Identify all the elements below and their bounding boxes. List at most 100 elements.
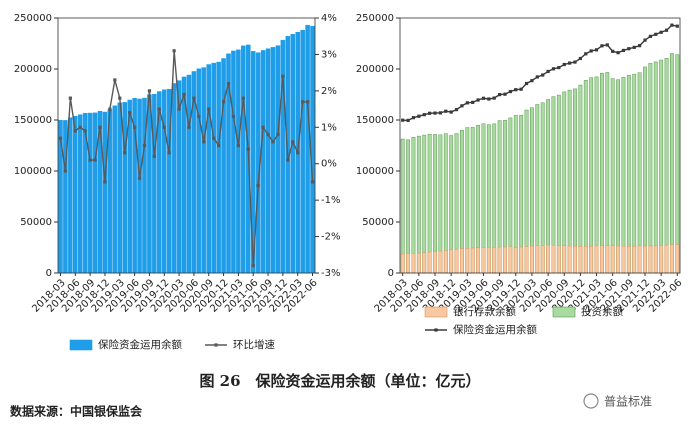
bar <box>530 245 534 274</box>
bar <box>643 245 647 274</box>
bar <box>546 244 550 274</box>
line-marker <box>600 44 604 48</box>
line-marker <box>197 114 201 118</box>
line-marker <box>562 62 566 67</box>
line-marker <box>113 78 117 82</box>
bar <box>653 61 658 274</box>
line-marker <box>231 114 236 118</box>
bar <box>567 89 572 274</box>
line-marker <box>217 143 221 148</box>
y2-tick-label: 0% <box>321 159 337 170</box>
y-tick-label: 0 <box>46 268 52 279</box>
y2-tick-label: 1% <box>321 122 337 133</box>
line-marker <box>664 28 669 32</box>
line-marker <box>187 125 191 129</box>
bar <box>438 250 443 274</box>
plot-frame <box>57 17 316 274</box>
bar <box>87 112 93 274</box>
legend-marker <box>434 328 438 332</box>
source: 数据来源：中国银保监会 <box>10 404 143 419</box>
bar <box>670 53 674 274</box>
line-marker <box>58 136 63 140</box>
bar <box>465 248 470 274</box>
bar <box>433 251 437 274</box>
bar <box>551 244 556 274</box>
bar <box>578 84 583 274</box>
bar <box>476 247 480 274</box>
bar <box>137 98 142 274</box>
bar <box>171 83 177 274</box>
line-marker <box>476 98 480 102</box>
caption: 图 26 保险资金运用余额（单位：亿元） <box>199 372 480 390</box>
line-marker <box>108 107 112 111</box>
bar <box>216 61 221 274</box>
bar <box>270 47 276 274</box>
bar <box>670 244 674 274</box>
line-marker <box>411 116 416 120</box>
bar <box>211 62 216 274</box>
line-marker <box>286 158 290 162</box>
bar <box>637 245 642 274</box>
line-marker <box>276 132 280 137</box>
bar <box>236 49 241 274</box>
y-tick-label: 50000 <box>20 217 52 228</box>
bar <box>416 252 421 274</box>
legend-label: 银行存款余额 <box>453 305 516 318</box>
bar <box>659 245 664 274</box>
bar <box>573 88 577 274</box>
bar <box>92 112 98 274</box>
bar <box>556 245 561 274</box>
line-marker <box>481 96 486 100</box>
line-marker <box>594 48 599 52</box>
bar <box>454 248 459 274</box>
bar <box>460 248 464 274</box>
bar <box>152 93 157 274</box>
bar <box>605 72 610 274</box>
line-marker <box>202 140 206 144</box>
bar <box>632 73 637 274</box>
y-tick-label: 50000 <box>362 217 394 228</box>
line-marker <box>460 104 464 108</box>
line-marker <box>177 107 181 111</box>
bar <box>659 59 664 274</box>
bar <box>643 66 647 274</box>
line-marker <box>406 118 410 123</box>
line-marker <box>226 81 231 86</box>
bar <box>535 245 540 274</box>
line-marker <box>172 49 176 53</box>
line-marker <box>256 183 260 188</box>
line-marker <box>428 111 432 115</box>
line-marker <box>643 38 647 42</box>
line-marker <box>182 92 186 97</box>
line-marker <box>487 97 491 101</box>
line-marker <box>167 151 171 155</box>
bar <box>422 134 427 274</box>
line-marker <box>305 100 310 104</box>
line-marker <box>611 49 615 53</box>
bar <box>117 102 123 274</box>
line-marker <box>508 89 512 94</box>
bar <box>300 29 305 274</box>
line-marker <box>654 32 658 36</box>
bar <box>616 79 620 274</box>
legend-swatch <box>69 339 93 351</box>
bar <box>648 245 653 274</box>
line-marker <box>261 125 265 129</box>
bar <box>610 245 615 274</box>
bar <box>481 247 486 274</box>
line-marker <box>83 129 87 133</box>
line-marker <box>88 158 92 162</box>
line-marker <box>207 107 211 111</box>
line-marker <box>192 96 196 100</box>
line-marker <box>241 96 245 100</box>
line-marker <box>142 143 147 148</box>
line-marker <box>454 107 459 112</box>
bar <box>605 245 610 274</box>
line-marker <box>605 43 609 47</box>
bar <box>578 246 583 274</box>
bar <box>241 45 246 274</box>
bar <box>275 45 281 274</box>
bar <box>621 77 626 274</box>
bar <box>616 245 620 274</box>
bar <box>664 244 669 274</box>
